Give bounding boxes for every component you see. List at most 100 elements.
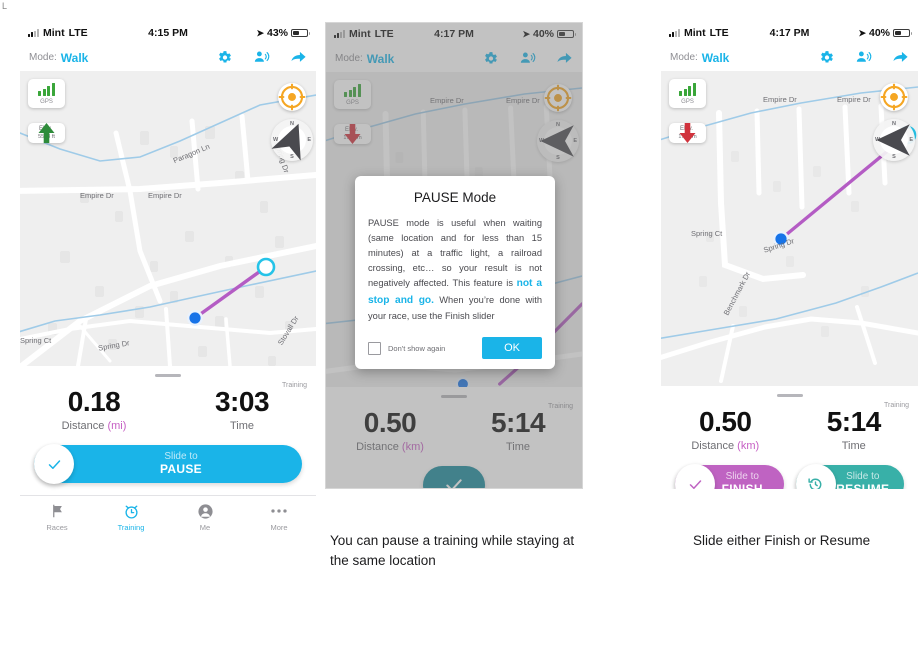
mode-value[interactable]: Walk <box>60 50 89 65</box>
location-arrow-icon: ➤ <box>522 28 530 39</box>
tab-races[interactable]: Races <box>20 501 94 532</box>
voice-announce-icon[interactable] <box>519 50 536 67</box>
tab-me[interactable]: Me <box>168 501 242 532</box>
mode-label: Mode: <box>29 52 57 63</box>
stat-distance: 0.18 Distance (mi) <box>20 386 168 432</box>
battery-icon <box>291 28 310 38</box>
tab-training[interactable]: Training <box>94 501 168 532</box>
carrier-label: Mint <box>349 28 371 40</box>
compass-north-label: N <box>290 120 294 127</box>
map-view-1[interactable]: Paragon Ln Empire Dr Empire Dr Spring Dr… <box>20 71 316 366</box>
voice-announce-icon[interactable] <box>855 49 872 66</box>
voice-announce-icon[interactable] <box>253 49 270 66</box>
mode-value[interactable]: Walk <box>701 50 730 65</box>
slider-knob[interactable] <box>795 464 836 489</box>
slide-to-resume-control[interactable]: Slide to RESUME <box>795 464 904 489</box>
compass-inner <box>271 123 306 161</box>
mode-value[interactable]: Walk <box>366 51 395 66</box>
share-icon[interactable] <box>290 49 307 66</box>
check-icon <box>48 459 60 469</box>
elevation-card: Elev. 1701 m <box>669 123 706 143</box>
distance-label-text: Distance <box>691 440 735 452</box>
slider-knob[interactable] <box>675 464 715 489</box>
signal-bars-icon <box>334 30 345 38</box>
app-bar-icons-1 <box>216 49 307 66</box>
compass-south-label: S <box>290 153 294 160</box>
elevation-card: Elev. 5558 ft <box>28 123 65 143</box>
stats-row-1: 0.18 Distance (mi) 3:03 Time <box>20 386 316 432</box>
tab-label: Training <box>117 523 145 532</box>
locate-me-button[interactable] <box>880 83 908 111</box>
status-left-3: Mint LTE <box>669 27 729 39</box>
flag-icon <box>20 501 94 521</box>
compass-east-label: E <box>307 137 311 143</box>
gps-status-card: GPS <box>669 79 706 108</box>
dialog-body: PAUSE mode is useful when waiting (same … <box>368 216 542 324</box>
battery-percent: 40% <box>532 28 554 40</box>
screen-content-1: Mint LTE 4:15 PM ➤ 43% Mode: Walk <box>20 22 316 567</box>
tab-more[interactable]: More <box>242 501 316 532</box>
drag-handle[interactable] <box>441 395 467 398</box>
drag-handle[interactable] <box>155 374 181 377</box>
app-bar-icons-3 <box>818 49 909 66</box>
person-icon <box>168 501 242 521</box>
slider-area-1: Slide to PAUSE <box>20 444 316 484</box>
locate-me-button[interactable] <box>544 84 572 112</box>
compass-north-label: N <box>892 120 896 127</box>
confirm-pill-button[interactable] <box>423 466 485 488</box>
share-icon[interactable] <box>892 49 909 66</box>
app-bar-2: Mode: Walk <box>326 45 582 72</box>
settings-gear-icon[interactable] <box>818 49 835 66</box>
slider-knob[interactable] <box>34 444 74 484</box>
status-bar-1: Mint LTE 4:15 PM ➤ 43% <box>20 22 316 44</box>
time-label: Time <box>841 440 866 452</box>
gps-bars-icon <box>334 84 371 97</box>
status-right-3: ➤ 40% <box>858 27 912 39</box>
location-arrow-icon: ➤ <box>256 27 264 38</box>
mode-label: Mode: <box>670 52 698 63</box>
training-tag: Training <box>547 403 573 410</box>
carrier-label: Mint <box>684 27 706 39</box>
distance-value: 0.18 <box>67 386 121 417</box>
slide-to-finish-control[interactable]: Slide to FINISH <box>675 464 784 489</box>
map-view-3[interactable]: Empire Dr Empire Dr Spring Ct Spring Dr … <box>661 71 918 386</box>
caption-finish-resume: Slide either Finish or Resume <box>693 533 871 548</box>
locate-target-icon <box>880 83 908 111</box>
dialog-footer: Don't show again OK <box>368 337 542 360</box>
distance-label: Distance (mi) <box>20 420 168 432</box>
distance-unit: (mi) <box>107 420 127 432</box>
slider-line1: Slide to <box>164 451 198 463</box>
compass-control[interactable]: N E S W <box>873 119 915 161</box>
dialog-body-highlight: not a stop and go. <box>368 278 542 306</box>
gps-label: GPS <box>40 99 53 105</box>
distance-label: Distance (km) <box>326 441 454 453</box>
compass-north-label: N <box>556 121 560 128</box>
compass-needle-icon <box>271 123 301 161</box>
dont-show-again-checkbox[interactable] <box>368 341 381 355</box>
carrier-label: Mint <box>43 27 65 39</box>
drag-handle[interactable] <box>776 394 803 397</box>
settings-gear-icon[interactable] <box>216 49 233 66</box>
gps-signal-icon <box>28 79 65 98</box>
tab-bar-1: Races Training Me More <box>20 495 316 536</box>
stats-panel-3: Training 0.50 Distance (km) 5:14 Time Sl <box>661 394 918 489</box>
stats-panel-1: Training 0.18 Distance (mi) 3:03 Time Sl <box>20 374 316 536</box>
locate-target-icon <box>278 83 306 111</box>
compass-control[interactable]: N E S W <box>271 119 313 161</box>
slide-to-pause-control[interactable]: Slide to PAUSE <box>34 444 302 484</box>
compass-control[interactable]: N E S W <box>537 120 579 162</box>
tab-label: Races <box>46 523 68 532</box>
locate-me-button[interactable] <box>278 83 306 111</box>
settings-gear-icon[interactable] <box>482 50 499 67</box>
compass-west-label: W <box>273 137 279 143</box>
stat-time: 5:14 Time <box>454 407 582 453</box>
share-icon[interactable] <box>556 50 573 67</box>
map-canvas-1 <box>20 71 316 366</box>
corner-mark: L <box>2 1 8 11</box>
tab-label: Me <box>199 523 211 532</box>
signal-bars-icon <box>669 29 680 37</box>
ok-button[interactable]: OK <box>482 337 542 360</box>
alarm-clock-icon <box>94 501 168 521</box>
status-right-1: ➤ 43% <box>256 27 310 39</box>
compass-east-label: E <box>573 138 577 144</box>
